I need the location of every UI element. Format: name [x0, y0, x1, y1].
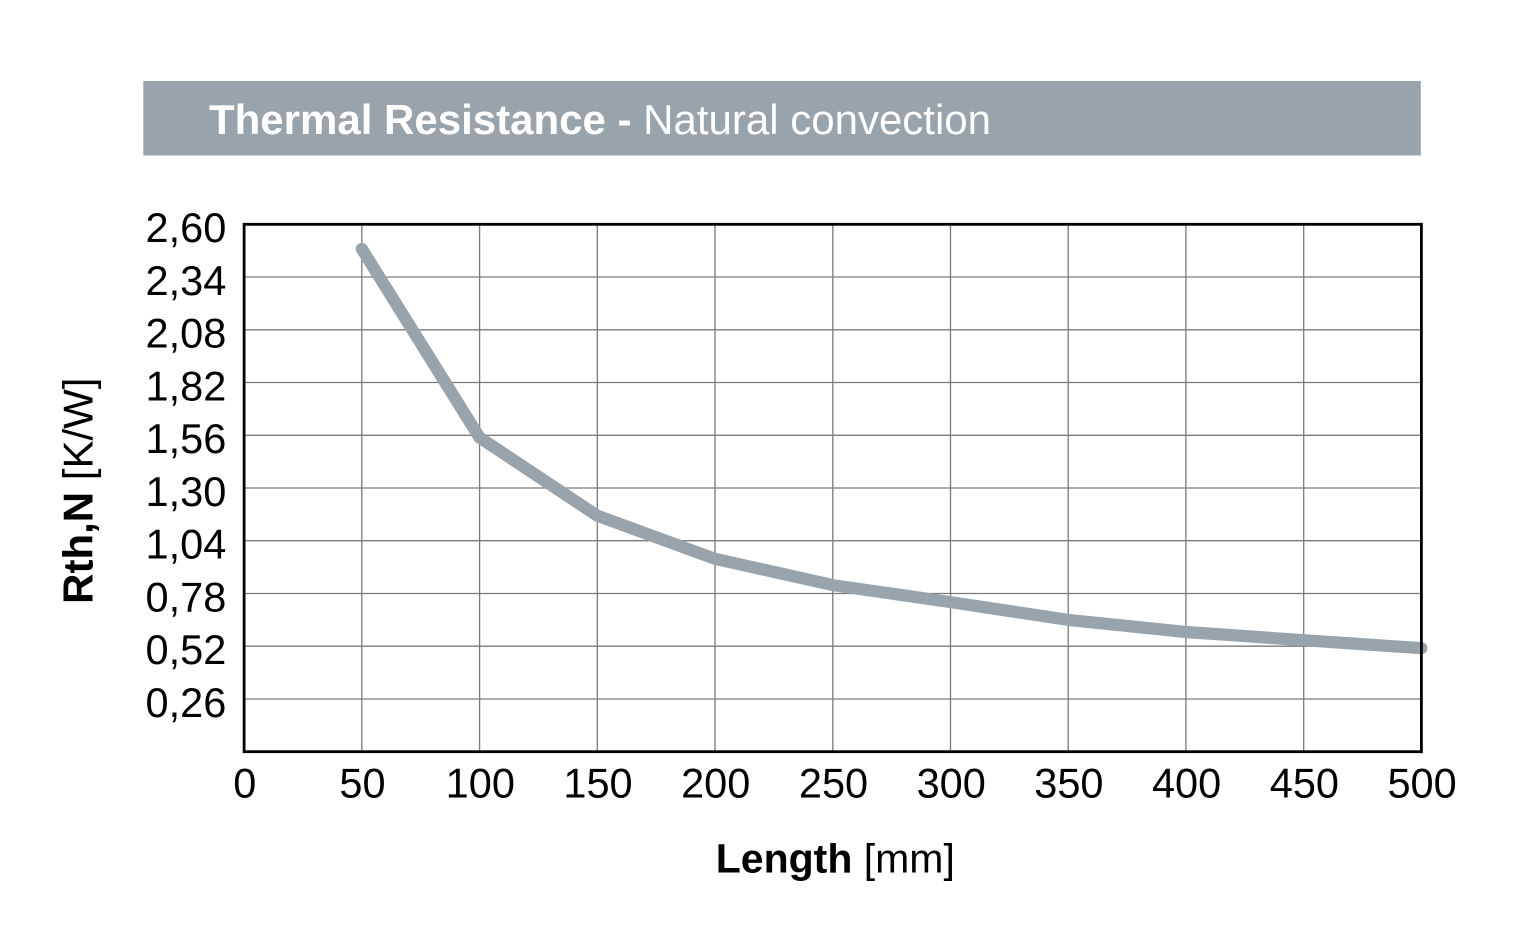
- svg-text:100: 100: [446, 759, 515, 806]
- svg-text:Rth,N [K/W]: Rth,N [K/W]: [55, 378, 102, 604]
- svg-text:Length [mm]: Length [mm]: [716, 836, 955, 882]
- svg-text:0,52: 0,52: [146, 626, 227, 673]
- svg-text:200: 200: [681, 759, 750, 806]
- svg-text:50: 50: [339, 759, 385, 806]
- svg-text:1,30: 1,30: [146, 468, 227, 515]
- svg-text:2,34: 2,34: [146, 257, 227, 304]
- svg-text:350: 350: [1034, 759, 1103, 806]
- svg-text:1,56: 1,56: [146, 415, 227, 462]
- svg-text:0,26: 0,26: [146, 679, 227, 726]
- svg-text:2,08: 2,08: [146, 310, 227, 357]
- svg-text:500: 500: [1387, 759, 1456, 806]
- svg-text:400: 400: [1152, 759, 1221, 806]
- svg-text:1,04: 1,04: [146, 521, 227, 568]
- svg-text:150: 150: [563, 759, 632, 806]
- svg-text:0: 0: [233, 759, 256, 806]
- svg-text:Thermal Resistance - Natural c: Thermal Resistance - Natural convection: [209, 96, 991, 143]
- svg-text:2,60: 2,60: [146, 204, 227, 251]
- svg-text:450: 450: [1270, 759, 1339, 806]
- svg-text:1,82: 1,82: [146, 362, 227, 409]
- svg-text:0,78: 0,78: [146, 573, 227, 620]
- svg-text:300: 300: [917, 759, 986, 806]
- svg-text:250: 250: [799, 759, 868, 806]
